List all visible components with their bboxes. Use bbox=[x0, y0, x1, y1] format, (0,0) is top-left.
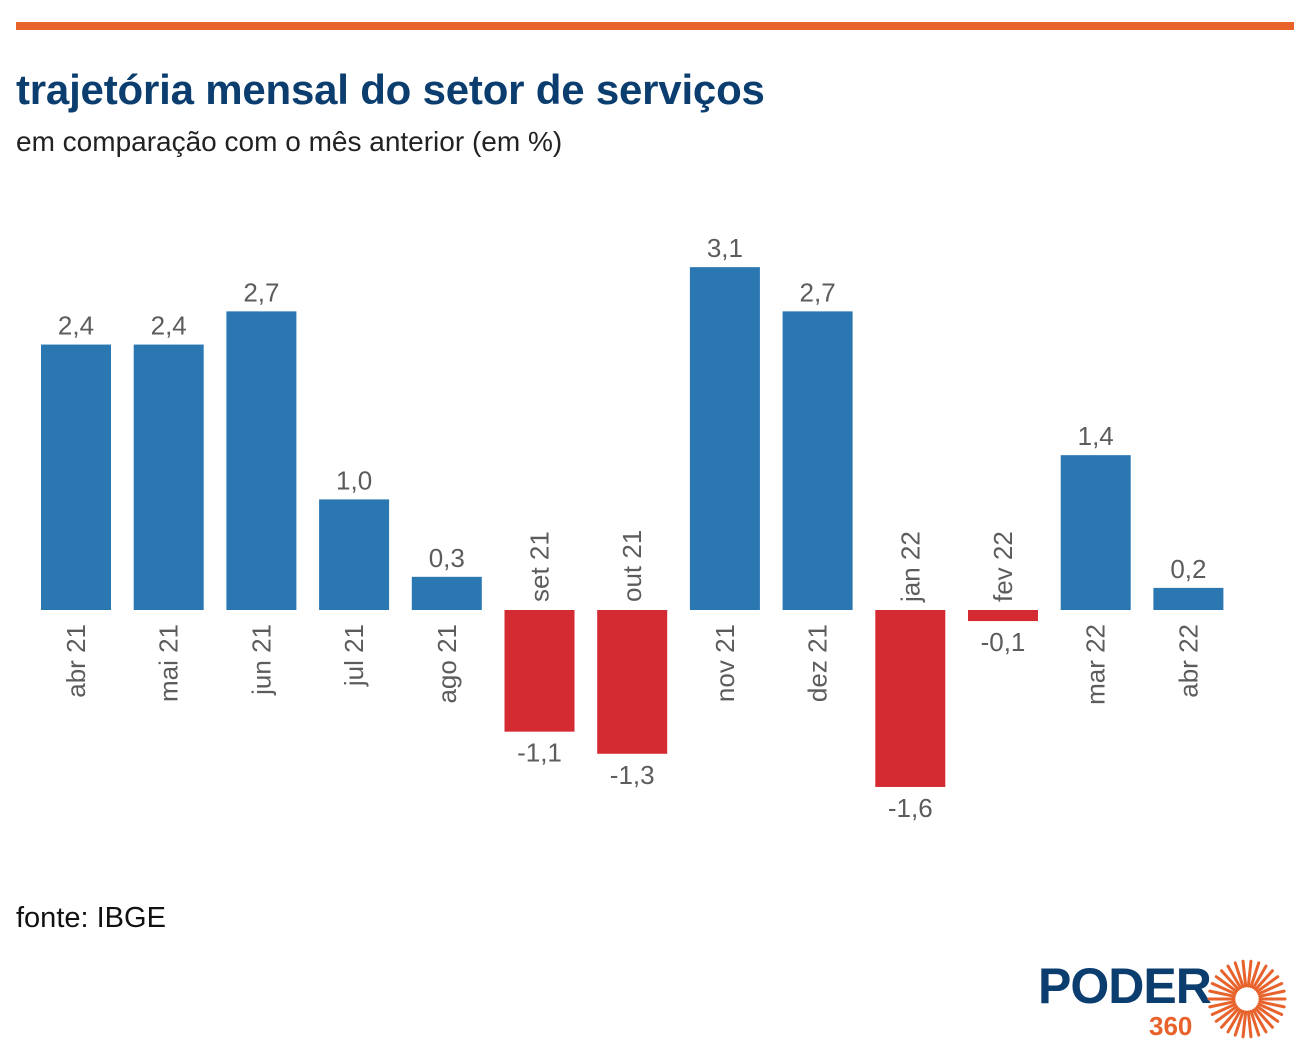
bar-6 bbox=[597, 610, 668, 754]
sun-ray bbox=[1257, 1002, 1284, 1016]
value-label-11: 1,4 bbox=[1078, 421, 1114, 451]
sun-ray bbox=[1220, 1007, 1240, 1029]
sun-ray bbox=[1214, 1005, 1238, 1023]
bar-11 bbox=[1060, 455, 1131, 610]
sun-ray bbox=[1208, 1000, 1236, 1009]
sun-ray bbox=[1246, 959, 1253, 988]
sun-ray bbox=[1226, 1008, 1242, 1034]
value-label-0: 2,4 bbox=[58, 311, 94, 341]
bar-8 bbox=[782, 311, 853, 610]
bar-1 bbox=[133, 344, 204, 610]
sun-ray bbox=[1256, 975, 1280, 993]
category-label-8: dez 21 bbox=[803, 624, 833, 702]
sun-ray bbox=[1254, 1007, 1274, 1029]
bar-chart: 2,4 abr 21 2,4 mai 21 2,7 jun 21 1,0 jul 21 0,3 a… bbox=[41, 233, 1224, 823]
bar-4 bbox=[411, 576, 482, 610]
category-label-3: jul 21 bbox=[339, 624, 369, 687]
sun-ray bbox=[1256, 1005, 1280, 1023]
value-label-4: 0,3 bbox=[429, 543, 465, 573]
category-label-12: abr 22 bbox=[1173, 624, 1203, 698]
sun-ray bbox=[1214, 975, 1238, 993]
chart-title: trajetória mensal do setor de serviços bbox=[16, 66, 765, 113]
source-note: fonte: IBGE bbox=[16, 902, 166, 934]
value-label-6: -1,3 bbox=[610, 760, 655, 790]
value-label-12: 0,2 bbox=[1170, 554, 1206, 584]
value-label-2: 2,7 bbox=[243, 277, 279, 307]
bar-10 bbox=[968, 610, 1038, 622]
sun-ray bbox=[1246, 1010, 1253, 1039]
sun-ray bbox=[1220, 969, 1240, 991]
bar-12 bbox=[1153, 587, 1224, 610]
category-label-7: nov 21 bbox=[710, 624, 740, 702]
sun-ray bbox=[1258, 1000, 1286, 1009]
value-label-7: 3,1 bbox=[707, 233, 743, 263]
chart-subtitle: em comparação com o mês anterior (em %) bbox=[16, 126, 563, 157]
category-label-2: jun 21 bbox=[246, 624, 276, 696]
value-label-3: 1,0 bbox=[336, 465, 372, 495]
sun-ray bbox=[1210, 982, 1237, 996]
sun-ray bbox=[1233, 1009, 1245, 1037]
category-label-5: set 21 bbox=[525, 531, 555, 602]
category-label-4: ago 21 bbox=[432, 624, 462, 704]
sun-ray bbox=[1252, 964, 1268, 990]
sun-ray bbox=[1208, 989, 1236, 998]
category-label-6: out 21 bbox=[617, 530, 647, 602]
value-label-1: 2,4 bbox=[151, 311, 187, 341]
category-label-0: abr 21 bbox=[61, 624, 91, 698]
bar-0 bbox=[41, 344, 111, 610]
sun-ray bbox=[1258, 989, 1286, 998]
sun-ray bbox=[1241, 1010, 1248, 1039]
logo-number: 360 bbox=[1149, 1011, 1193, 1041]
category-label-11: mar 22 bbox=[1081, 624, 1111, 705]
value-label-5: -1,1 bbox=[517, 738, 562, 768]
sun-ray bbox=[1249, 1009, 1261, 1037]
category-label-1: mai 21 bbox=[154, 624, 184, 702]
bar-7 bbox=[689, 267, 760, 610]
value-label-10: -0,1 bbox=[981, 627, 1026, 657]
sun-ray bbox=[1249, 961, 1261, 989]
bar-9 bbox=[875, 610, 946, 787]
sun-rays-icon bbox=[1207, 959, 1287, 1039]
category-label-10: fev 22 bbox=[988, 531, 1018, 602]
bar-3 bbox=[319, 499, 390, 610]
sun-ray bbox=[1226, 964, 1242, 990]
sun-ray bbox=[1254, 969, 1274, 991]
value-label-8: 2,7 bbox=[800, 277, 836, 307]
bar-5 bbox=[504, 610, 575, 732]
sun-ray bbox=[1241, 959, 1248, 988]
category-label-9: jan 22 bbox=[895, 531, 925, 603]
poder360-logo: PODER 360 bbox=[1038, 958, 1288, 1040]
sun-ray bbox=[1252, 1008, 1268, 1034]
top-accent-bar bbox=[16, 22, 1294, 30]
sun-ray bbox=[1233, 961, 1245, 989]
value-label-9: -1,6 bbox=[888, 793, 933, 823]
sun-ray bbox=[1210, 1002, 1237, 1016]
sun-ray bbox=[1257, 982, 1284, 996]
logo-wordmark: PODER bbox=[1038, 958, 1212, 1014]
bar-2 bbox=[226, 311, 297, 610]
